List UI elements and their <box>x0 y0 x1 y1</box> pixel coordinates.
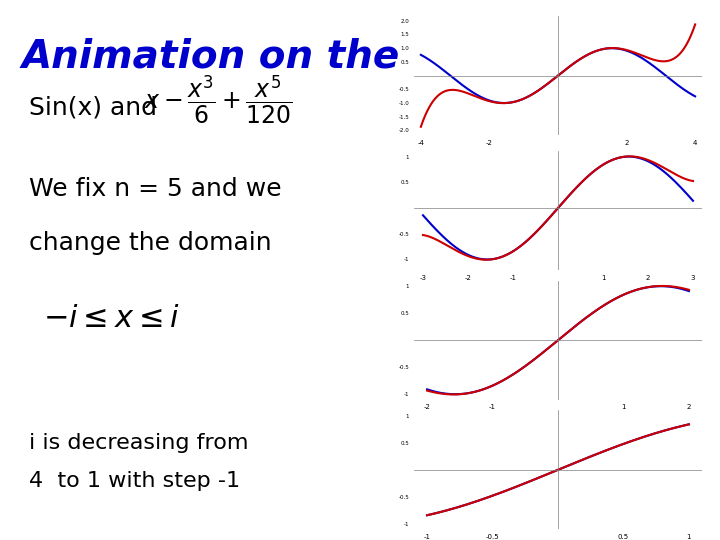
Text: Animation on the domain: Animation on the domain <box>22 38 576 76</box>
Text: i is decreasing from: i is decreasing from <box>29 433 248 453</box>
Text: 4  to 1 with step -1: 4 to 1 with step -1 <box>29 470 240 491</box>
Text: $x - \dfrac{x^3}{6} + \dfrac{x^5}{120}$: $x - \dfrac{x^3}{6} + \dfrac{x^5}{120}$ <box>144 73 293 126</box>
Text: change the domain: change the domain <box>29 231 271 255</box>
Text: $-i \leq x \leq i$: $-i \leq x \leq i$ <box>43 304 181 333</box>
Text: We fix n = 5 and we: We fix n = 5 and we <box>29 177 282 201</box>
Text: Sin(x) and: Sin(x) and <box>29 96 157 120</box>
